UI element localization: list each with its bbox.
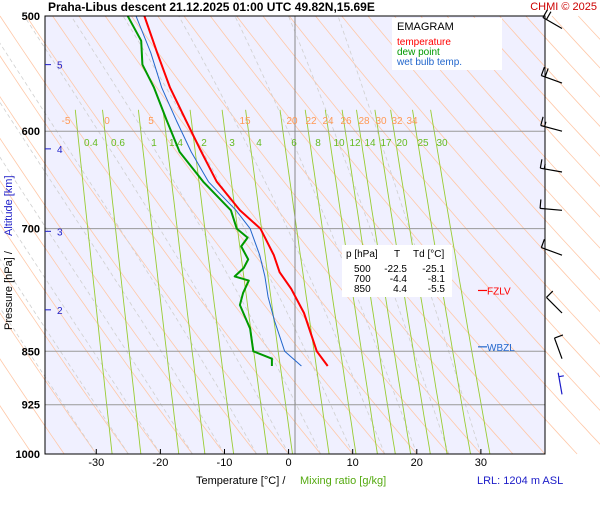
wind-barb: [554, 335, 562, 359]
mixing-ratio-label: 30: [436, 138, 448, 149]
wbzl-label: WBZL: [487, 343, 515, 354]
mixing-ratio-label: 10: [333, 138, 345, 149]
xlabel-temperature: Temperature [°C] /: [196, 475, 286, 487]
mixing-ratio-label: 8: [315, 138, 321, 149]
wind-barb-flag: [540, 199, 541, 208]
pressure-ticks: 500 600 700 850 925 1000: [16, 11, 40, 461]
table-row: 850 4.4 -5.5: [354, 284, 445, 295]
wind-barb: [558, 373, 564, 395]
temperature-tick-label: 20: [411, 457, 423, 469]
theta-label: 24: [322, 116, 334, 127]
wind-barb-half: [559, 376, 564, 377]
legend-wet-bulb: wet bulb temp.: [396, 57, 462, 68]
theta-label: 5: [148, 116, 154, 127]
table-header-p: p [hPa]: [346, 249, 378, 260]
wind-barb-flag: [546, 291, 552, 297]
table-header-t: T: [394, 249, 400, 260]
ylabel-pressure: Pressure [hPa] /: [3, 250, 15, 330]
wind-barb-staff: [543, 18, 562, 29]
y-axis-label: Pressure [hPa] / Altitude [km]: [3, 175, 15, 330]
fzlv-label: FZLV: [487, 286, 511, 297]
theta-label: 30: [375, 116, 387, 127]
altitude-tick-label: 3: [57, 227, 63, 238]
lrl-label: LRL: 1204 m ASL: [477, 475, 563, 487]
mixing-ratio-label: 20: [396, 138, 408, 149]
theta-label: 22: [305, 116, 317, 127]
pressure-tick-label: 925: [22, 400, 40, 412]
altitude-tick-label: 5: [57, 61, 63, 72]
ylabel-altitude: Altitude [km]: [3, 175, 15, 236]
mixing-ratio-label: 25: [417, 138, 429, 149]
mixing-ratio-label: 17: [380, 138, 392, 149]
temperature-tick-label: 30: [475, 457, 487, 469]
temperature-tick-label: -10: [217, 457, 233, 469]
wind-barb-flag: [545, 68, 548, 76]
temperature-tick-label: 0: [286, 457, 292, 469]
pressure-tick-label: 850: [22, 346, 40, 358]
table-cell: 4.4: [393, 284, 407, 295]
theta-label: -5: [62, 116, 71, 127]
mixing-ratio-label: 0.4: [84, 138, 98, 149]
credit: CHMI © 2025: [530, 1, 597, 13]
theta-label: 32: [391, 116, 403, 127]
wind-barb-half: [544, 164, 545, 169]
altitude-tick-label: 4: [57, 145, 63, 156]
theta-label: 28: [358, 116, 370, 127]
temperature-tick-label: 10: [347, 457, 359, 469]
table-header-td: Td [°C]: [413, 249, 444, 260]
legend-title: EMAGRAM: [397, 21, 454, 33]
xlabel-mixing: Mixing ratio [g/kg]: [300, 475, 386, 487]
theta-label: 0: [104, 116, 110, 127]
pressure-tick-label: 500: [22, 11, 40, 23]
mixing-ratio-label: 12: [349, 138, 361, 149]
theta-label: 26: [340, 116, 352, 127]
theta-label: 34: [406, 116, 418, 127]
pressure-tick-label: 700: [22, 224, 40, 236]
temperature-tick-label: -30: [88, 457, 104, 469]
mixing-ratio-label: 4: [256, 138, 262, 149]
mixing-ratio-label: 0.6: [111, 138, 125, 149]
dry-adiabat: [578, 16, 600, 454]
mixing-ratio-label: 1: [151, 138, 157, 149]
theta-label: 15: [239, 116, 251, 127]
wind-barb-flag: [554, 335, 562, 338]
altitude-tick-label: 2: [57, 306, 63, 317]
wind-barb-staff: [554, 338, 562, 359]
table-cell: 850: [354, 284, 371, 295]
mixing-ratio-label: 6: [291, 138, 297, 149]
temperature-tick-label: -20: [152, 457, 168, 469]
pressure-tick-label: 600: [22, 126, 40, 138]
pressure-tick-label: 1000: [16, 449, 40, 461]
mixing-ratio-label: 14: [364, 138, 376, 149]
theta-label: 20: [286, 116, 298, 127]
mixing-ratio-label: 2: [201, 138, 207, 149]
table-cell: -5.5: [428, 284, 446, 295]
page-title: Praha-Libus descent 21.12.2025 01:00 UTC…: [48, 0, 375, 14]
mixing-ratio-label: 3: [229, 138, 235, 149]
